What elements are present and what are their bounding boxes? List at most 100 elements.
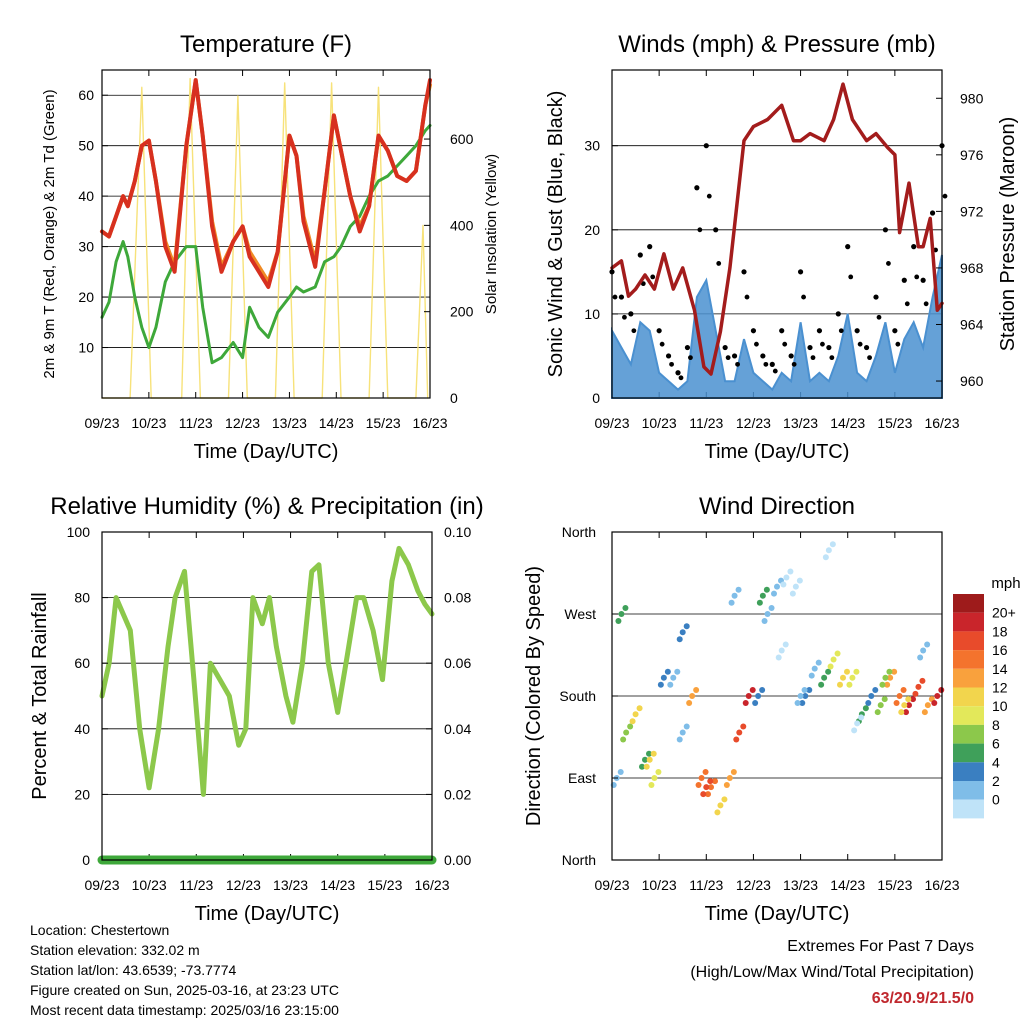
gust-point [929, 210, 936, 216]
gust-point [807, 344, 813, 351]
direction-point [660, 674, 667, 681]
gust-point [744, 294, 750, 300]
gust-point [659, 341, 665, 347]
gust-point [816, 328, 823, 334]
direction-point [629, 718, 636, 725]
direction-point [667, 681, 674, 688]
y2-tick-label: 968 [960, 260, 984, 276]
colorbar-label: 0 [992, 792, 1000, 808]
y2-tick-label: 0.00 [444, 852, 471, 868]
y-tick-label: 20 [584, 222, 600, 238]
x-tick-label: 11/23 [689, 877, 723, 893]
direction-point [618, 611, 625, 617]
gust-point [754, 341, 759, 347]
direction-point [735, 586, 742, 593]
direction-point [721, 796, 728, 803]
direction-point [756, 599, 763, 606]
direction-point [794, 700, 801, 706]
colorbar-swatch [953, 687, 984, 707]
y-tick-label: 60 [74, 655, 90, 671]
colorbar-swatch [953, 631, 984, 651]
y2-tick-label: 0 [450, 390, 458, 406]
y2-tick-label: 0.08 [444, 590, 471, 606]
direction-point [674, 668, 681, 675]
x-tick-label: 10/23 [642, 877, 677, 893]
extremes-values: 63/20.9/21.5/0 [871, 990, 974, 1007]
y2-tick-label: 0.02 [444, 786, 471, 802]
direction-point [759, 592, 766, 599]
direction-point [903, 709, 909, 716]
y-tick-label: 100 [67, 524, 91, 540]
direction-point [844, 668, 850, 675]
gust-point [612, 294, 618, 300]
y-tick-label: 20 [78, 289, 94, 305]
x-tick-label: 10/23 [132, 877, 167, 893]
direction-point [796, 577, 803, 584]
y-axis-label: Sonic Wind & Gust (Blue, Black) [545, 91, 567, 378]
direction-point [815, 659, 822, 666]
colorbar-label: 6 [992, 736, 1000, 752]
direction-point [778, 647, 785, 654]
direction-point [731, 592, 738, 599]
y2-axis-label: Station Pressure (Maroon) [997, 117, 1019, 352]
panel-title: Relative Humidity (%) & Precipitation (i… [50, 493, 483, 520]
direction-point [733, 736, 740, 743]
gust-point [854, 328, 860, 334]
direction-point [887, 674, 894, 681]
gust-point [669, 361, 674, 367]
y-tick-label: 80 [74, 590, 90, 606]
direction-point [898, 709, 905, 716]
x-tick-label: 16/23 [924, 877, 959, 893]
direction-point [657, 681, 664, 688]
direction-point [708, 784, 714, 791]
x-tick-label: 14/23 [320, 877, 355, 893]
gust-point [716, 261, 722, 266]
gust-point [741, 269, 747, 275]
direction-point [893, 700, 900, 706]
direction-point [837, 681, 843, 688]
panel-1: Temperature (F) Time (Day/UTC) 09/23 10/23 1… [41, 31, 500, 463]
x-tick-label: 15/23 [877, 415, 912, 431]
x-tick-label: 11/23 [179, 415, 213, 431]
direction-point [686, 700, 693, 706]
gust-point [622, 314, 627, 320]
direction-point [802, 693, 809, 699]
gust-point [779, 328, 785, 334]
direction-point [707, 778, 714, 785]
direction-point [670, 674, 677, 681]
gust-point [876, 314, 882, 320]
direction-point [620, 736, 627, 743]
direction-point [938, 687, 945, 693]
solar-insolation-line [101, 77, 429, 399]
direction-point [862, 705, 869, 712]
y-tick-label: North [562, 852, 596, 868]
extremes-subtitle: (High/Low/Max Wind/Total Precipitation) [690, 964, 974, 981]
gust-point [914, 274, 920, 280]
x-tick-label: 16/23 [412, 415, 447, 431]
y2-tick-label: 972 [960, 203, 984, 219]
station-info: Location: Chestertown Station elevation:… [30, 920, 339, 1020]
direction-point [825, 668, 832, 675]
direction-point [924, 641, 931, 648]
colorbar-label: 18 [992, 623, 1008, 639]
x-tick-label: 10/23 [642, 415, 677, 431]
colorbar-title: mph [991, 575, 1020, 592]
panel-title: Winds (mph) & Pressure (mb) [618, 31, 935, 58]
gust-point [829, 355, 835, 361]
direction-point [712, 778, 718, 785]
direction-point [617, 769, 624, 775]
direction-point [774, 583, 780, 590]
gust-point [750, 328, 757, 334]
direction-point [799, 700, 806, 706]
direction-point [825, 547, 832, 554]
gust-point [769, 361, 775, 367]
y-tick-label: 30 [78, 239, 94, 255]
colorbar-swatch [953, 743, 984, 763]
gust-point [838, 328, 844, 334]
y-axis-label: Direction (Colored By Speed) [523, 566, 545, 826]
gust-point [882, 227, 889, 233]
direction-point [891, 668, 898, 675]
x-tick-label: 15/23 [366, 415, 401, 431]
x-tick-label: 09/23 [84, 415, 119, 431]
